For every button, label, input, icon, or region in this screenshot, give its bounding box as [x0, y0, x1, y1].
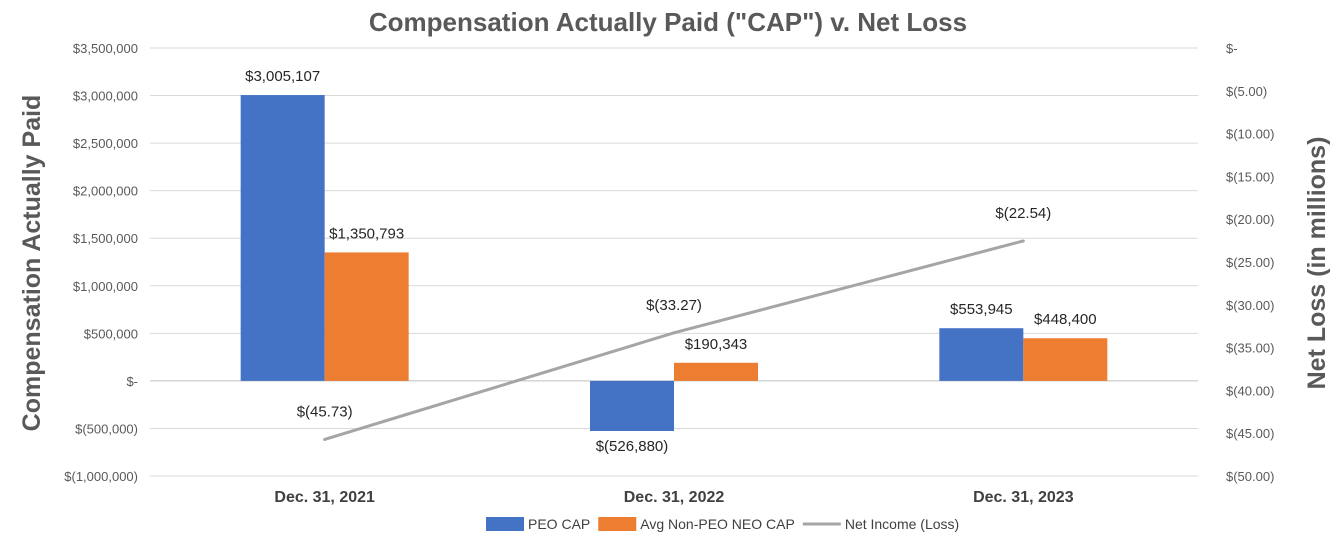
bar [674, 362, 758, 381]
bars [240, 95, 1108, 432]
bar [939, 328, 1024, 381]
left-tick-label: $(500,000) [75, 421, 138, 436]
bar [1023, 338, 1108, 381]
bar-data-label: $190,343 [685, 336, 748, 353]
net-loss-line [323, 239, 1025, 441]
right-axis-ticks: $- $(5.00) $(10.00) $(15.00) $(20.00) $(25.00… [1226, 41, 1274, 484]
bar [590, 380, 674, 432]
bar-data-label: $448,400 [1034, 311, 1097, 328]
left-tick-label: $3,500,000 [73, 41, 138, 56]
bar [240, 95, 325, 381]
right-tick-label: $(25.00) [1226, 255, 1274, 270]
legend-swatch [486, 517, 524, 531]
category-label: Dec. 31, 2023 [973, 489, 1074, 506]
right-tick-label: $(35.00) [1226, 341, 1274, 356]
left-tick-label: $3,000,000 [73, 89, 138, 104]
left-tick-label: $2,500,000 [73, 136, 138, 151]
bar-data-label: $3,005,107 [245, 68, 320, 85]
line-data-label: $(33.27) [646, 297, 702, 314]
left-tick-label: $1,000,000 [73, 279, 138, 294]
data-labels: $3,005,107 $(526,880) $553,945 $1,350,793 $1… [245, 68, 1096, 455]
right-tick-label: $(5.00) [1226, 84, 1267, 99]
bar-data-label: $(526,880) [596, 438, 669, 455]
right-tick-label: $(10.00) [1226, 127, 1274, 142]
left-tick-label: $2,000,000 [73, 184, 138, 199]
line-point [1021, 239, 1025, 243]
right-tick-label: $(30.00) [1226, 298, 1274, 313]
category-labels: Dec. 31, 2021 Dec. 31, 2022 Dec. 31, 2023 [274, 489, 1073, 506]
right-tick-label: $(20.00) [1226, 212, 1274, 227]
chart-title: Compensation Actually Paid ("CAP") v. Ne… [369, 7, 967, 37]
line-data-label: $(45.73) [297, 403, 353, 420]
legend-swatch [598, 517, 637, 531]
right-tick-label: $(45.00) [1226, 426, 1274, 441]
left-axis-title: Compensation Actually Paid [18, 95, 46, 432]
left-axis-ticks: $3,500,000 $3,000,000 $2,500,000 $2,000,000… [64, 41, 138, 484]
line-data-label: $(22.54) [995, 205, 1051, 222]
left-tick-label: $(1,000,000) [64, 469, 138, 484]
legend-label: PEO CAP [528, 516, 590, 532]
legend: PEO CAP Avg Non-PEO NEO CAP Net Income (Lo… [486, 516, 959, 532]
category-label: Dec. 31, 2021 [274, 489, 375, 506]
right-tick-label: $(50.00) [1226, 469, 1274, 484]
bar-data-label: $553,945 [950, 301, 1013, 318]
left-tick-label: $500,000 [84, 326, 138, 341]
line-point [323, 437, 327, 441]
right-tick-label: $- [1226, 41, 1238, 56]
bar [324, 252, 409, 381]
right-axis-title: Net Loss (in millions) [1303, 137, 1331, 390]
line-point [672, 331, 676, 335]
bar-data-label: $1,350,793 [329, 225, 404, 242]
legend-label: Net Income (Loss) [845, 516, 959, 532]
legend-label: Avg Non-PEO NEO CAP [640, 516, 795, 532]
left-tick-label: $- [126, 374, 138, 389]
category-label: Dec. 31, 2022 [624, 489, 725, 506]
right-tick-label: $(15.00) [1226, 169, 1274, 184]
left-tick-label: $1,500,000 [73, 231, 138, 246]
right-tick-label: $(40.00) [1226, 383, 1274, 398]
